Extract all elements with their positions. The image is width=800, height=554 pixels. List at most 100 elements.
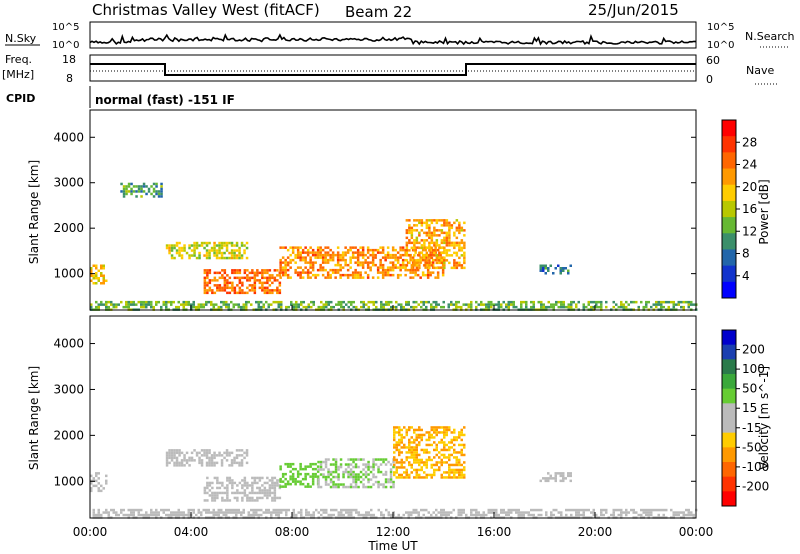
data-region <box>405 219 466 270</box>
nsky-tick-top: 10^5 <box>52 22 79 33</box>
freq-unit: [MHz] <box>2 68 34 81</box>
cpid-label: CPID <box>6 92 35 105</box>
power-panel: 4000 3000 2000 1000 Slant Range [km] <box>27 109 698 311</box>
cpid-text: normal (fast) -151 IF <box>95 93 235 107</box>
x-tick-label: 12:00 <box>376 525 411 539</box>
data-region <box>203 269 282 295</box>
colorbar-segment <box>722 265 736 283</box>
beam-label: Beam 22 <box>345 3 412 21</box>
x-tick-label: 00:00 <box>73 525 108 539</box>
velocity-data-layer <box>90 426 698 519</box>
colorbar-segment <box>722 447 736 463</box>
colorbar-segment <box>722 491 736 507</box>
velocity-panel: 4000 3000 2000 1000 Slant Range [km] <box>27 315 698 519</box>
data-region <box>120 182 163 198</box>
figure-title: Christmas Valley West (fitACF) <box>92 1 320 19</box>
data-region <box>165 241 249 260</box>
colorbar-tick-label: 20 <box>742 180 757 194</box>
nsky-tick-bottom: 10^0 <box>52 40 79 51</box>
power-colorbar-label: Power [dB] <box>757 179 771 244</box>
data-region <box>393 426 466 479</box>
data-region <box>203 476 282 502</box>
colorbar-tick-label: -50 <box>742 440 762 454</box>
x-tick-label: 04:00 <box>174 525 209 539</box>
time-axis-ticks: 00:00 04:00 08:00 12:00 16:00 20:00 00:00 <box>73 305 714 539</box>
x-tick-label: 08:00 <box>275 525 310 539</box>
colorbar-segment <box>722 200 736 218</box>
colorbar-tick-label: 16 <box>742 202 757 216</box>
colorbar-tick-label: 8 <box>742 247 750 261</box>
colorbar-tick-label: 28 <box>742 135 757 149</box>
colorbar-segment <box>722 281 736 299</box>
data-region <box>539 472 572 483</box>
x-tick-label: 20:00 <box>578 525 613 539</box>
power-y-ticks: 4000 3000 2000 1000 <box>53 130 696 281</box>
velocity-colorbar-label: Velocity [m s^-1] <box>757 366 771 470</box>
colorbar-segment <box>722 249 736 267</box>
y-tick-label: 3000 <box>53 176 84 190</box>
colorbar-segment <box>722 330 736 346</box>
colorbar-segment <box>722 233 736 250</box>
colorbar-segment <box>722 432 736 448</box>
y-tick-label: 4000 <box>53 337 84 351</box>
freq-tick-top: 18 <box>62 53 76 66</box>
colorbar-segment <box>722 168 736 186</box>
nave-tick-bottom: 0 <box>706 73 713 86</box>
colorbar-segment <box>722 152 736 170</box>
colorbar-segment <box>722 120 736 137</box>
data-region <box>279 246 445 279</box>
nsky-panel <box>89 21 697 49</box>
colorbar-frame <box>721 329 737 507</box>
y-tick-label: 3000 <box>53 382 84 396</box>
colorbar-tick-label: 200 <box>742 343 765 357</box>
colorbar-tick-label: 12 <box>742 224 757 238</box>
nsky-right-tick-bottom: 10^0 <box>707 40 734 51</box>
nsky-label: N.Sky <box>5 32 37 45</box>
colorbar-tick-label: -200 <box>742 479 769 493</box>
colorbar-segment <box>722 359 736 375</box>
velocity-colorbar: 200 100 50 15 -15 -50 -100 -200 <box>721 329 769 507</box>
freq-trace <box>90 63 696 76</box>
y-tick-label: 4000 <box>53 130 84 144</box>
colorbar-tick-label: 15 <box>742 401 757 415</box>
colorbar-segment <box>722 418 736 434</box>
date-label: 25/Jun/2015 <box>588 1 679 19</box>
nsearch-label: N.Search <box>745 30 795 43</box>
nsky-trace <box>89 33 697 46</box>
colorbar-tick-label: 50 <box>742 382 757 396</box>
power-ylabel: Slant Range [km] <box>27 160 41 264</box>
data-region <box>165 449 249 467</box>
velocity-y-ticks: 4000 3000 2000 1000 <box>53 337 696 488</box>
data-region <box>90 264 108 285</box>
y-tick-label: 2000 <box>53 428 84 442</box>
x-tick-label: 16:00 <box>477 525 512 539</box>
freq-label: Freq. <box>5 53 32 66</box>
colorbar-segment <box>722 403 736 419</box>
colorbar-segment <box>722 388 736 404</box>
freq-panel <box>89 54 697 82</box>
nave-tick-top: 60 <box>706 54 720 67</box>
time-axis-label: Time UT <box>367 539 418 553</box>
colorbar-segment <box>722 462 736 478</box>
colorbar-segment <box>722 184 736 202</box>
y-tick-label: 2000 <box>53 221 84 235</box>
colorbar-tick-label: 100 <box>742 362 765 376</box>
colorbar-segment <box>722 217 736 234</box>
colorbar-segment <box>722 344 736 360</box>
y-tick-label: 1000 <box>53 474 84 488</box>
colorbar-segment <box>722 476 736 492</box>
colorbar-tick-label: -100 <box>742 460 769 474</box>
freq-tick-bottom: 8 <box>66 72 73 85</box>
colorbar-tick-label: -15 <box>742 421 762 435</box>
x-tick-label: 00:00 <box>679 525 714 539</box>
colorbar-tick-label: 24 <box>742 158 757 172</box>
y-tick-label: 1000 <box>53 267 84 281</box>
power-colorbar: 28 24 20 16 12 8 4 <box>721 119 757 299</box>
nave-label: Nave <box>746 64 774 77</box>
nsky-right-tick-top: 10^5 <box>707 22 734 33</box>
data-region <box>539 264 572 275</box>
colorbar-tick-label: 4 <box>742 269 750 283</box>
velocity-ylabel: Slant Range [km] <box>27 366 41 470</box>
colorbar-segment <box>722 136 736 153</box>
